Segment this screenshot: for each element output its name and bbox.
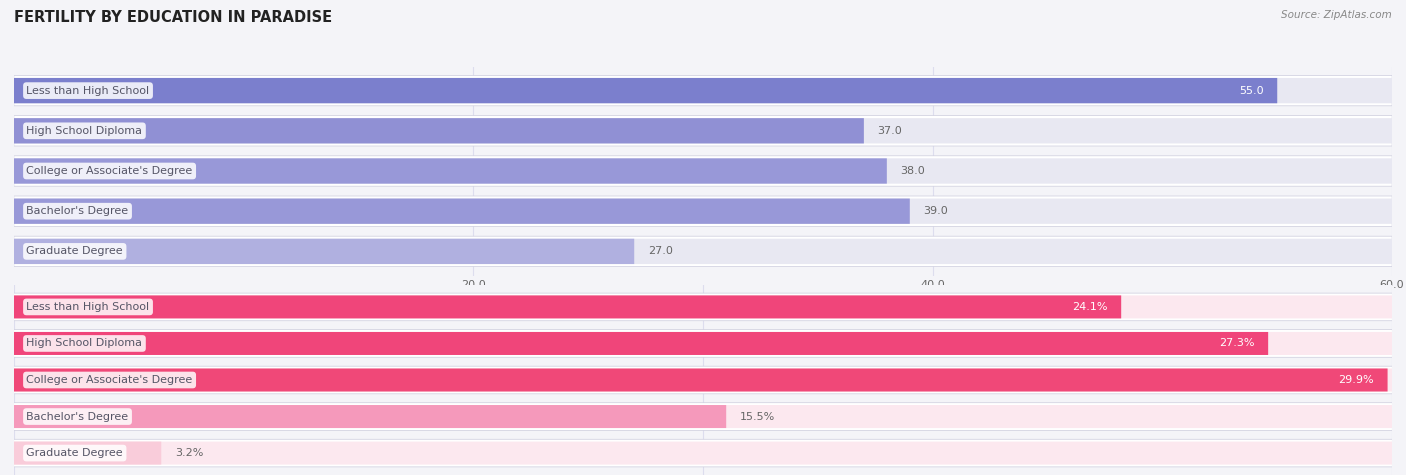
FancyBboxPatch shape (14, 293, 1392, 321)
Text: College or Associate's Degree: College or Associate's Degree (27, 375, 193, 385)
FancyBboxPatch shape (14, 158, 1392, 184)
Text: 55.0: 55.0 (1239, 86, 1264, 95)
FancyBboxPatch shape (14, 156, 1392, 186)
Text: High School Diploma: High School Diploma (27, 339, 142, 349)
FancyBboxPatch shape (14, 118, 1392, 143)
Text: College or Associate's Degree: College or Associate's Degree (27, 166, 193, 176)
FancyBboxPatch shape (14, 78, 1392, 103)
Text: Bachelor's Degree: Bachelor's Degree (27, 206, 128, 216)
Text: 37.0: 37.0 (877, 126, 903, 136)
FancyBboxPatch shape (14, 369, 1388, 391)
FancyBboxPatch shape (14, 199, 1392, 224)
Text: Source: ZipAtlas.com: Source: ZipAtlas.com (1281, 10, 1392, 19)
FancyBboxPatch shape (14, 330, 1392, 357)
Text: 39.0: 39.0 (924, 206, 948, 216)
FancyBboxPatch shape (14, 405, 1392, 428)
Text: 15.5%: 15.5% (740, 411, 775, 421)
FancyBboxPatch shape (14, 332, 1392, 355)
Text: Graduate Degree: Graduate Degree (27, 247, 124, 256)
Text: 27.0: 27.0 (648, 247, 672, 256)
FancyBboxPatch shape (14, 369, 1392, 391)
FancyBboxPatch shape (14, 332, 1268, 355)
FancyBboxPatch shape (14, 199, 910, 224)
FancyBboxPatch shape (14, 78, 1277, 103)
FancyBboxPatch shape (14, 442, 162, 465)
Text: Less than High School: Less than High School (27, 302, 149, 312)
FancyBboxPatch shape (14, 76, 1392, 106)
Text: Graduate Degree: Graduate Degree (27, 448, 124, 458)
FancyBboxPatch shape (14, 403, 1392, 430)
Text: Bachelor's Degree: Bachelor's Degree (27, 411, 128, 421)
FancyBboxPatch shape (14, 439, 1392, 467)
FancyBboxPatch shape (14, 115, 1392, 146)
FancyBboxPatch shape (14, 196, 1392, 227)
FancyBboxPatch shape (14, 118, 863, 143)
FancyBboxPatch shape (14, 239, 634, 264)
Text: 3.2%: 3.2% (174, 448, 204, 458)
Text: High School Diploma: High School Diploma (27, 126, 142, 136)
FancyBboxPatch shape (14, 442, 1392, 465)
Text: 29.9%: 29.9% (1339, 375, 1374, 385)
FancyBboxPatch shape (14, 295, 1121, 318)
Text: 24.1%: 24.1% (1071, 302, 1107, 312)
Text: 27.3%: 27.3% (1219, 339, 1254, 349)
FancyBboxPatch shape (14, 295, 1392, 318)
FancyBboxPatch shape (14, 239, 1392, 264)
FancyBboxPatch shape (14, 405, 725, 428)
FancyBboxPatch shape (14, 236, 1392, 266)
Text: 38.0: 38.0 (900, 166, 925, 176)
FancyBboxPatch shape (14, 158, 887, 184)
Text: FERTILITY BY EDUCATION IN PARADISE: FERTILITY BY EDUCATION IN PARADISE (14, 10, 332, 25)
Text: Less than High School: Less than High School (27, 86, 149, 95)
FancyBboxPatch shape (14, 366, 1392, 394)
